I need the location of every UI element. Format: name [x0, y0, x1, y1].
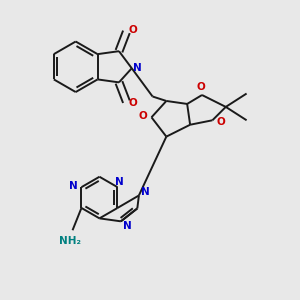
- Text: O: O: [129, 26, 137, 35]
- Text: N: N: [123, 221, 132, 231]
- Text: N: N: [133, 63, 142, 73]
- Text: O: O: [129, 98, 137, 108]
- Text: O: O: [138, 111, 147, 121]
- Text: NH₂: NH₂: [58, 236, 81, 246]
- Text: N: N: [69, 181, 77, 191]
- Text: N: N: [141, 187, 150, 197]
- Text: N: N: [116, 177, 124, 187]
- Text: O: O: [216, 117, 225, 127]
- Text: O: O: [196, 82, 205, 92]
